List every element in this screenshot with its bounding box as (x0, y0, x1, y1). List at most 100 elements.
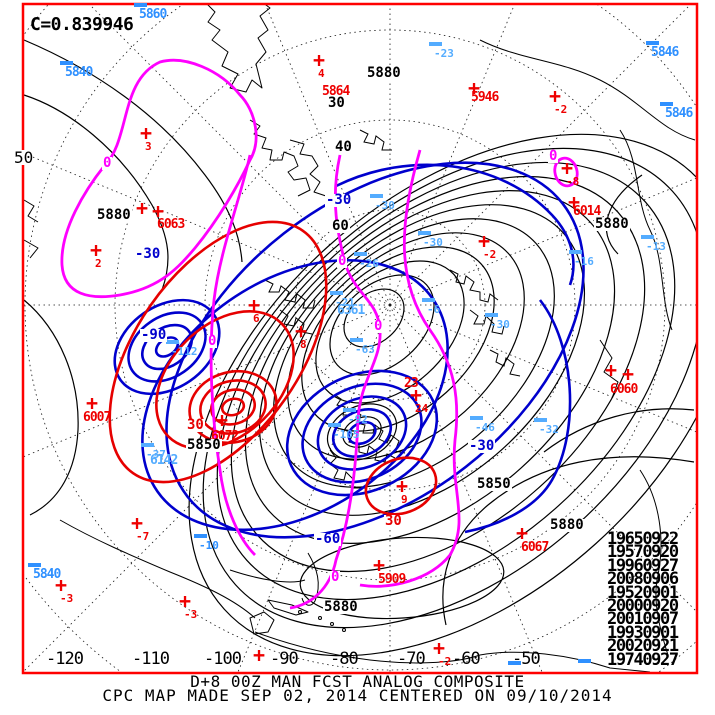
marker-value: -32 (539, 423, 559, 436)
contour-label: 0 (330, 569, 341, 585)
contour-label: 0 (207, 333, 218, 349)
plus-icon: + (622, 362, 635, 386)
anomaly-marker: + (516, 523, 528, 543)
analog-dates-list: 19650922 19570920 19960927 20080906 19520901… (607, 529, 679, 668)
anomaly-marker: 5840 (28, 563, 61, 581)
marker-value: 6 (253, 312, 260, 325)
anomaly-marker: -46 (470, 416, 495, 433)
marker-value: -23 (434, 47, 454, 60)
map-caption: D+8 00Z MAN FCST ANALOG COMPOSITE CPC MA… (0, 672, 715, 705)
marker-value: -112 (171, 345, 198, 358)
marker-value: -30 (423, 236, 443, 249)
anomaly-marker: -30 (370, 194, 395, 211)
marker-value: 2 (95, 257, 102, 270)
value-label: 6060 (610, 382, 638, 397)
contour-label: 0 (337, 253, 348, 269)
contour-label: -60 (314, 531, 342, 547)
contour-label: 40 (334, 139, 353, 155)
minus-icon (485, 313, 498, 317)
anomaly-marker: -105 (328, 423, 360, 440)
anomaly-marker: +6063 (152, 199, 185, 231)
marker-value: 4 (318, 67, 325, 80)
negative-anomaly-arcs (335, 163, 575, 534)
marker-value: -2 (483, 248, 497, 261)
contour-label: 0 (102, 155, 113, 171)
contour-label: 0 (548, 148, 559, 164)
plus-icon: + (216, 408, 229, 432)
value-label: 23 (404, 376, 419, 391)
latitude-label: 50 (14, 148, 34, 167)
plus-icon: + (253, 643, 266, 667)
anomaly-marker: 5860 (134, 3, 167, 21)
marker-value: -2 (554, 103, 568, 116)
longitude-label: -100 (204, 649, 242, 669)
contour-label: 5850 (186, 437, 222, 453)
contour-label: -30 (468, 438, 496, 454)
contour-label: 5880 (366, 65, 402, 81)
plus-icon: + (468, 76, 481, 100)
date-item: 20020921 (607, 636, 679, 657)
value-label: 6007 (83, 410, 111, 425)
anomaly-marker: 5846 (646, 41, 679, 60)
minus-icon (330, 291, 343, 295)
anomaly-marker: + -3 (55, 573, 73, 604)
minus-icon (194, 534, 207, 538)
marker-value: -37 (146, 448, 166, 461)
longitude-label: -90 (270, 649, 299, 669)
date-item: 19930901 (607, 622, 679, 643)
plus-icon: + (179, 589, 192, 613)
minus-icon (422, 298, 435, 302)
anomaly-marker: + (216, 408, 229, 432)
date-item: 19650922 (607, 529, 679, 549)
anomaly-marker: + -8 (561, 156, 579, 187)
marker-value: 5846 (665, 106, 693, 121)
contour-label: 5880 (96, 207, 132, 223)
minus-icon (641, 235, 654, 239)
plus-icon: + (90, 238, 103, 262)
anomaly-marker: -13 (641, 235, 666, 252)
anomaly-marker (508, 661, 521, 665)
contour-label: 5880 (323, 599, 359, 615)
value-label: 5864 (322, 84, 350, 99)
plus-icon: + (410, 383, 423, 407)
plus-icon: + (55, 573, 68, 597)
marker-value: -3 (184, 608, 198, 621)
contour-label: 30 (384, 513, 403, 529)
plus-icon: + (295, 319, 308, 343)
plus-icon: + (561, 156, 574, 180)
value-label: 5946 (471, 90, 499, 105)
minus-icon (578, 659, 591, 663)
caption-line2: CPC MAP MADE SEP 02, 2014 CENTERED ON 09… (102, 686, 613, 705)
contour-label: 5850 (476, 476, 512, 492)
contour-label: -30 (325, 192, 353, 208)
date-item: 20010907 (607, 609, 679, 630)
anomaly-marker: + -2 (549, 86, 568, 116)
marker-value: 5846 (651, 45, 679, 60)
anomaly-marker: 5846 (660, 102, 693, 121)
plus-icon: + (433, 636, 446, 660)
minus-icon (470, 416, 483, 420)
anomaly-marker: + (253, 643, 266, 667)
contour-label: -90 (140, 327, 168, 343)
plus-icon: + (152, 199, 165, 223)
minus-icon (534, 418, 547, 422)
marker-value: -105 (333, 428, 360, 441)
contour-label: -30 (134, 246, 162, 262)
marker-value: 9 (401, 493, 408, 506)
value-label: 6142 (150, 453, 178, 468)
contour-label: 30 (327, 95, 346, 111)
anomaly-marker: +2 (90, 238, 103, 270)
anomaly-marker: + (468, 76, 481, 100)
anomaly-marker: -32 (534, 418, 559, 435)
plus-icon: + (248, 293, 261, 317)
contour-label: 30 (186, 417, 205, 433)
plus-icon: + (605, 358, 618, 382)
caption-line1: D+8 00Z MAN FCST ANALOG COMPOSITE (190, 672, 525, 691)
minus-icon (660, 102, 673, 106)
minus-icon (370, 194, 383, 198)
date-item: 19520901 (607, 582, 679, 603)
marker-value: -16 (574, 255, 594, 268)
positive-anomaly-contours (108, 220, 438, 516)
